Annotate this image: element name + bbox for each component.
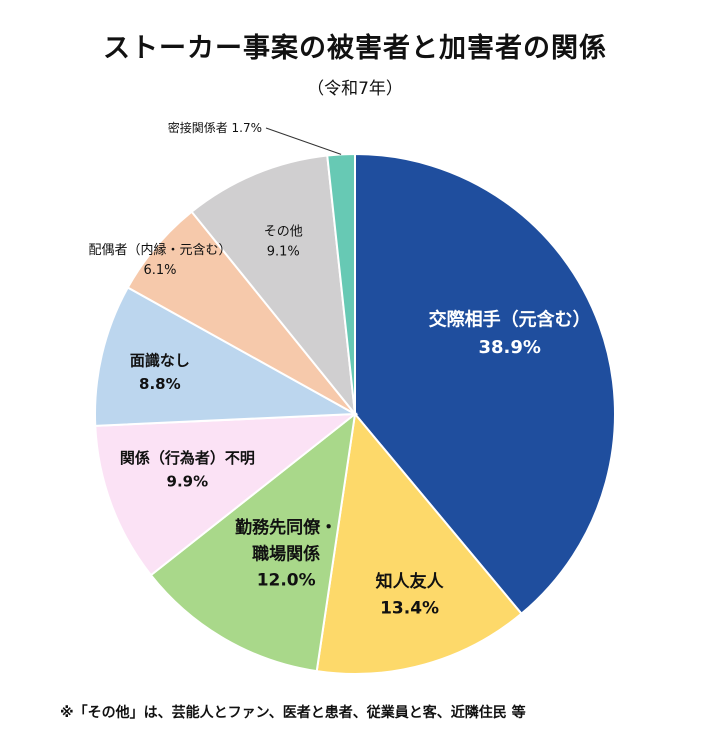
footnote: ※「その他」は、芸能人とファン、医者と患者、従業員と客、近隣住民 等 [60,705,526,721]
pie-labels: 交際相手（元含む） 38.9% 知人友人 13.4% 勤務先同僚・職場関係 12.0% 関係… [88,120,590,618]
slice-label: 密接関係者 1.7% [168,120,262,135]
pie-slice [354,152,616,616]
slice-value-label: 38.9% [478,337,540,358]
pie-slice [315,411,523,675]
pie-slice [94,286,359,427]
slice-label: その他 [264,224,303,239]
leader-line [265,127,342,155]
slice-label: 交際相手（元含む） [429,308,591,330]
slice-value-label: 8.8% [139,375,181,393]
pie-slice [149,411,357,673]
chart-subtitle: （令和7年） [307,79,403,99]
slice-label: 勤務先同僚・ [235,517,337,538]
pie-slice [190,154,357,418]
slice-label: 関係（行為者）不明 [120,449,255,467]
pie-slices [94,152,616,675]
slice-label: 知人友人 [375,571,445,592]
slice-label: 職場関係 [252,543,320,564]
pie-slice [94,412,359,577]
slice-value-label: 12.0% [257,571,316,591]
slice-label: 面識なし [130,352,190,370]
slice-value-label: 9.1% [267,245,300,260]
slice-value-label: 6.1% [143,263,176,278]
slice-label: 配偶者（内縁・元含む） [88,242,231,258]
chart-title: ストーカー事案の被害者と加害者の関係 [103,33,607,64]
slice-value-label: 13.4% [380,598,439,618]
slice-value-label: 9.9% [167,472,209,490]
